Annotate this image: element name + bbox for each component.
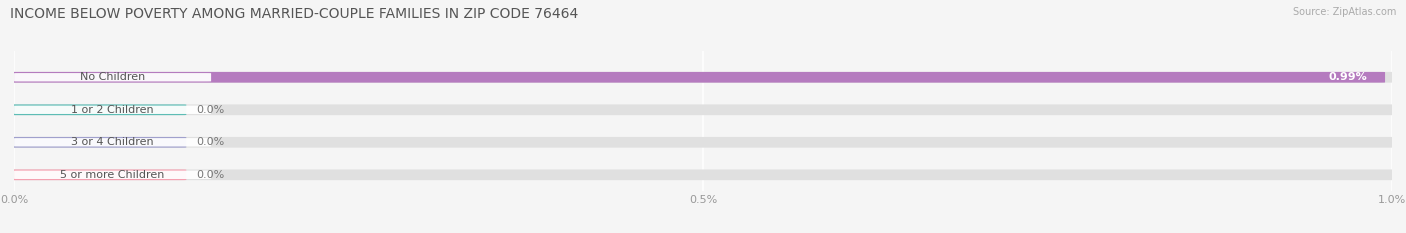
FancyBboxPatch shape xyxy=(7,104,186,115)
FancyBboxPatch shape xyxy=(7,137,186,148)
Text: No Children: No Children xyxy=(80,72,145,82)
Text: 0.0%: 0.0% xyxy=(195,170,224,180)
FancyBboxPatch shape xyxy=(14,73,211,82)
Text: 0.0%: 0.0% xyxy=(195,105,224,115)
Text: 3 or 4 Children: 3 or 4 Children xyxy=(72,137,153,147)
Text: 0.0%: 0.0% xyxy=(195,137,224,147)
FancyBboxPatch shape xyxy=(14,106,211,114)
FancyBboxPatch shape xyxy=(7,104,1399,115)
FancyBboxPatch shape xyxy=(14,138,211,147)
FancyBboxPatch shape xyxy=(7,137,1399,148)
Text: Source: ZipAtlas.com: Source: ZipAtlas.com xyxy=(1292,7,1396,17)
FancyBboxPatch shape xyxy=(14,171,211,179)
Text: 0.99%: 0.99% xyxy=(1329,72,1367,82)
Text: INCOME BELOW POVERTY AMONG MARRIED-COUPLE FAMILIES IN ZIP CODE 76464: INCOME BELOW POVERTY AMONG MARRIED-COUPL… xyxy=(10,7,578,21)
FancyBboxPatch shape xyxy=(7,169,1399,180)
Text: 5 or more Children: 5 or more Children xyxy=(60,170,165,180)
FancyBboxPatch shape xyxy=(7,72,1399,83)
Text: 1 or 2 Children: 1 or 2 Children xyxy=(72,105,153,115)
FancyBboxPatch shape xyxy=(7,169,186,180)
FancyBboxPatch shape xyxy=(7,72,1385,83)
